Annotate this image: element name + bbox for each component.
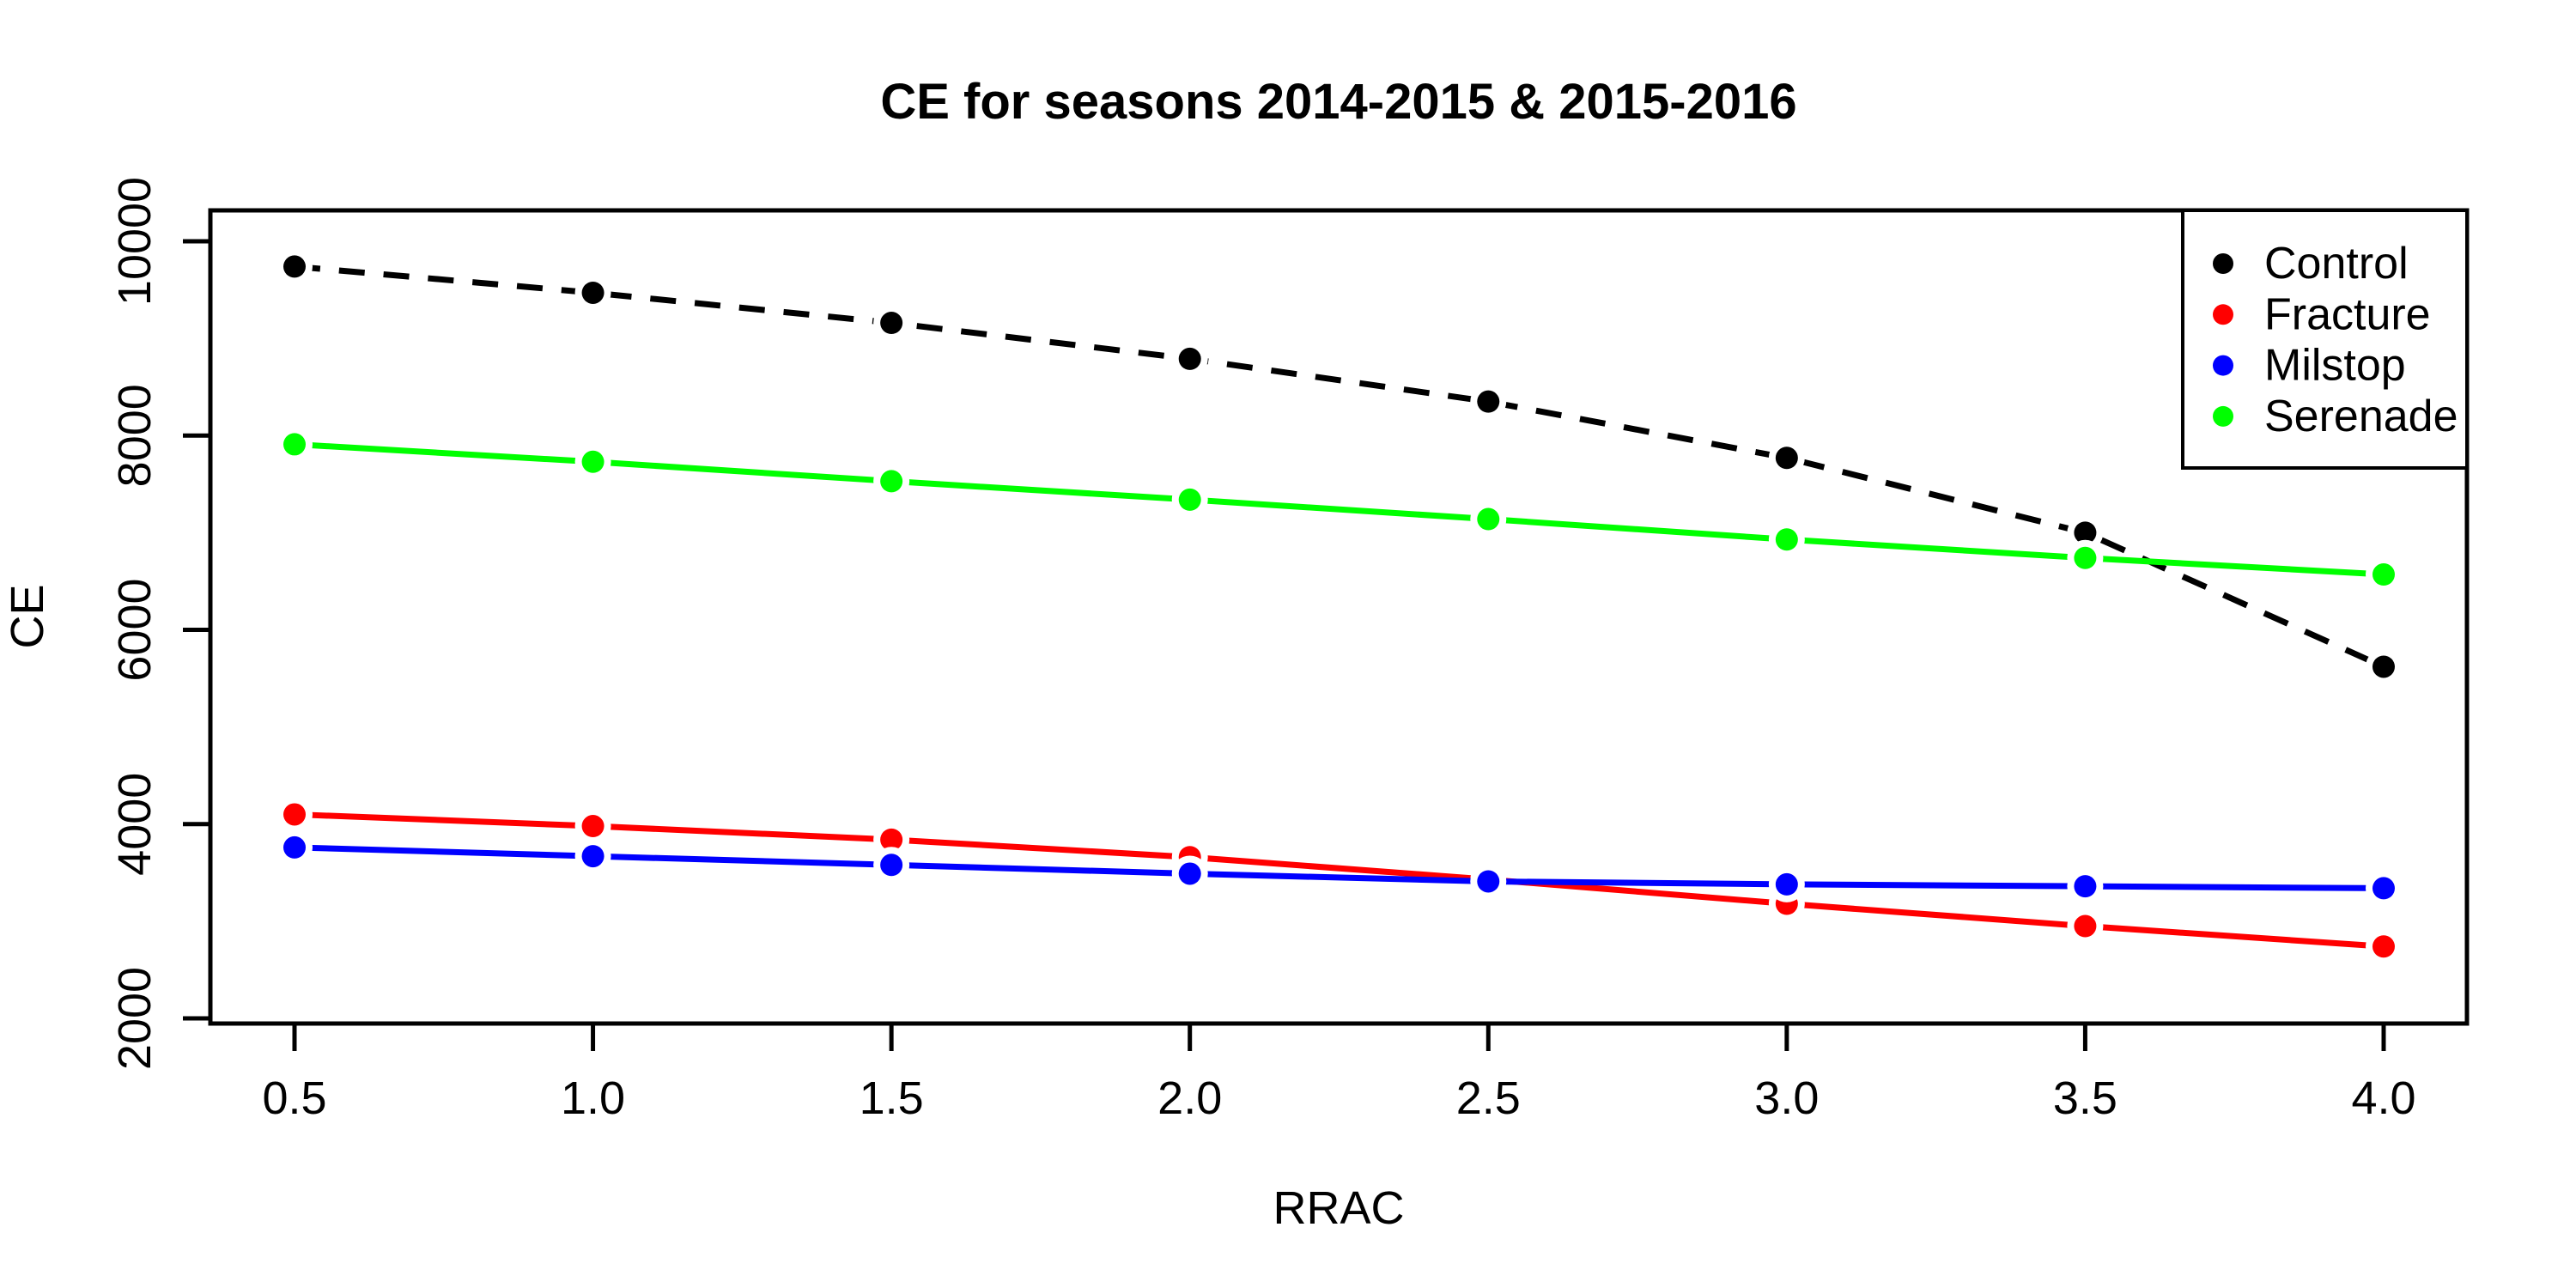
series-line-serenade bbox=[294, 440, 2385, 578]
data-point-milstop bbox=[1775, 872, 1798, 896]
data-point-milstop bbox=[1178, 862, 1201, 885]
data-point-serenade bbox=[1775, 528, 1798, 551]
x-tick-label: 3.0 bbox=[1754, 1072, 1819, 1124]
legend-marker-milstop bbox=[2213, 355, 2233, 376]
data-point-control bbox=[1775, 447, 1798, 470]
data-point-serenade bbox=[1178, 488, 1201, 511]
legend-label-control: Control bbox=[2264, 239, 2409, 289]
series-line-control bbox=[294, 263, 2385, 670]
data-point-control bbox=[581, 281, 605, 304]
data-point-control bbox=[880, 312, 903, 335]
data-point-milstop bbox=[283, 835, 306, 859]
y-tick-label: 4000 bbox=[109, 773, 161, 876]
plot-border bbox=[208, 208, 2470, 1026]
data-point-milstop bbox=[1477, 870, 1500, 893]
data-point-serenade bbox=[2372, 563, 2395, 586]
data-point-control bbox=[283, 255, 306, 278]
legend-label-milstop: Milstop bbox=[2264, 341, 2406, 391]
data-point-milstop bbox=[581, 845, 605, 868]
x-tick-label: 4.0 bbox=[2351, 1072, 2415, 1124]
chart-title: CE for seasons 2014-2015 & 2015-2016 bbox=[880, 74, 1796, 130]
legend-box bbox=[2181, 209, 2469, 470]
data-point-milstop bbox=[2372, 877, 2395, 900]
data-point-serenade bbox=[581, 450, 605, 473]
data-point-milstop bbox=[880, 854, 903, 877]
data-point-fracture bbox=[2074, 914, 2097, 938]
data-point-control bbox=[2074, 521, 2097, 544]
x-tick-label: 1.0 bbox=[561, 1072, 625, 1124]
x-tick-label: 2.5 bbox=[1456, 1072, 1521, 1124]
data-point-serenade bbox=[1477, 507, 1500, 531]
data-point-control bbox=[1178, 347, 1201, 370]
series-line-fracture bbox=[294, 811, 2385, 950]
legend-label-fracture: Fracture bbox=[2264, 289, 2431, 339]
data-point-control bbox=[1477, 390, 1500, 413]
x-tick-label: 0.5 bbox=[262, 1072, 326, 1124]
axis-ticks: 0.5 1.0 1.5 2.0 2.5 3.0 3.5 4.0 2000 4000 6000 8000… bbox=[109, 177, 2416, 1124]
data-point-control bbox=[2372, 655, 2395, 678]
data-point-serenade bbox=[283, 433, 306, 456]
data-point-fracture bbox=[283, 803, 306, 826]
y-tick-label: 6000 bbox=[109, 578, 161, 681]
y-axis-label: CE bbox=[2, 584, 53, 648]
y-tick-label: 10000 bbox=[109, 177, 161, 306]
data-point-milstop bbox=[2074, 875, 2097, 898]
data-point-fracture bbox=[880, 828, 903, 851]
series-line-milstop bbox=[294, 844, 2385, 891]
x-tick-label: 3.5 bbox=[2053, 1072, 2117, 1124]
data-point-serenade bbox=[880, 470, 903, 493]
y-tick-label: 8000 bbox=[109, 384, 161, 487]
data-point-fracture bbox=[2372, 935, 2395, 958]
data-point-serenade bbox=[2074, 546, 2097, 569]
legend-marker-control bbox=[2213, 253, 2233, 274]
legend-label-serenade: Serenade bbox=[2264, 392, 2458, 441]
y-tick-label: 2000 bbox=[109, 967, 161, 1070]
x-axis-label: RRAC bbox=[1273, 1182, 1404, 1234]
x-tick-label: 1.5 bbox=[860, 1072, 924, 1124]
legend-marker-fracture bbox=[2213, 304, 2233, 325]
data-series bbox=[276, 248, 2402, 965]
legend-marker-serenade bbox=[2213, 405, 2233, 427]
x-tick-label: 2.0 bbox=[1157, 1072, 1222, 1124]
data-point-fracture bbox=[581, 815, 605, 838]
